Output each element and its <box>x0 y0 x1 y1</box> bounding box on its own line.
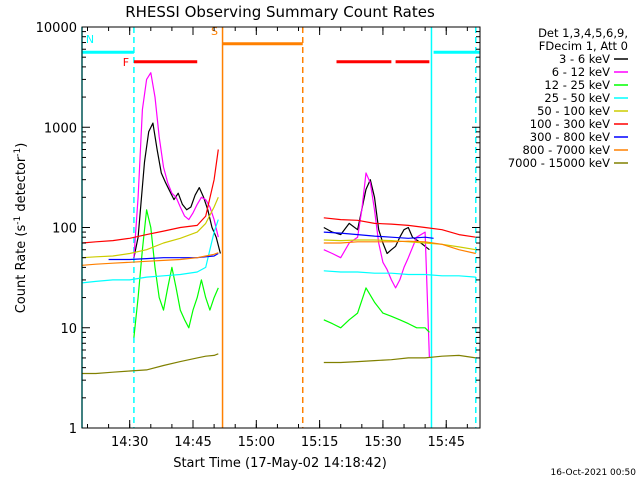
y-axis-label: Count Rate (s-1 detector-1) <box>13 143 29 314</box>
timestamp: 16-Oct-2021 00:50 <box>551 468 637 478</box>
series-line-5 <box>81 149 476 244</box>
x-tick-label-2: 15:00 <box>238 435 275 450</box>
legend-label-8: 7000 - 15000 keV <box>508 156 610 170</box>
flag-S-label: S <box>211 25 218 38</box>
legend-header-0: Det 1,3,4,5,6,9, <box>538 26 628 40</box>
flag-F-label: F <box>123 56 129 69</box>
legend-label-5: 100 - 300 keV <box>530 117 610 131</box>
series-line-7 <box>81 240 476 266</box>
x-tick-label-3: 15:15 <box>301 435 338 450</box>
plot-area: F N S <box>81 25 480 428</box>
x-axis-label: Start Time (17-May-02 14:18:42) <box>173 456 387 471</box>
legend-label-0: 3 - 6 keV <box>559 52 610 66</box>
legend-label-3: 25 - 50 keV <box>544 91 610 105</box>
legend-label-1: 6 - 12 keV <box>552 65 610 79</box>
series-line-2 <box>133 209 430 338</box>
legend-label-6: 300 - 800 keV <box>530 130 610 144</box>
y-tick-label-3: 1000 <box>44 121 77 136</box>
x-tick-label-5: 15:45 <box>428 435 465 450</box>
y-tick-label-2: 100 <box>52 222 77 237</box>
legend: Det 1,3,4,5,6,9,FDecim 1, Att 03 - 6 keV… <box>508 26 628 170</box>
legend-label-7: 800 - 7000 keV <box>522 143 610 157</box>
y-tick-label-0: 1 <box>69 422 77 437</box>
y-tick-label-4: 10000 <box>36 21 77 36</box>
legend-header-1: FDecim 1, Att 0 <box>539 39 628 53</box>
series-line-8 <box>82 353 476 375</box>
x-tick-label-0: 14:30 <box>111 435 148 450</box>
axis-ticks: 1 10 100 1000 10000 14:30 14:45 15:00 15:15 15:30… <box>36 21 480 450</box>
series-line-6 <box>108 231 434 261</box>
chart-title: RHESSI Observing Summary Count Rates <box>125 3 435 21</box>
x-tick-label-1: 14:45 <box>174 435 211 450</box>
series-line-3 <box>81 219 476 284</box>
flag-N-label: N <box>86 33 94 46</box>
legend-label-2: 12 - 25 keV <box>544 78 610 92</box>
legend-label-4: 50 - 100 keV <box>537 104 610 118</box>
x-tick-label-4: 15:30 <box>364 435 401 450</box>
y-tick-label-1: 10 <box>60 322 77 337</box>
